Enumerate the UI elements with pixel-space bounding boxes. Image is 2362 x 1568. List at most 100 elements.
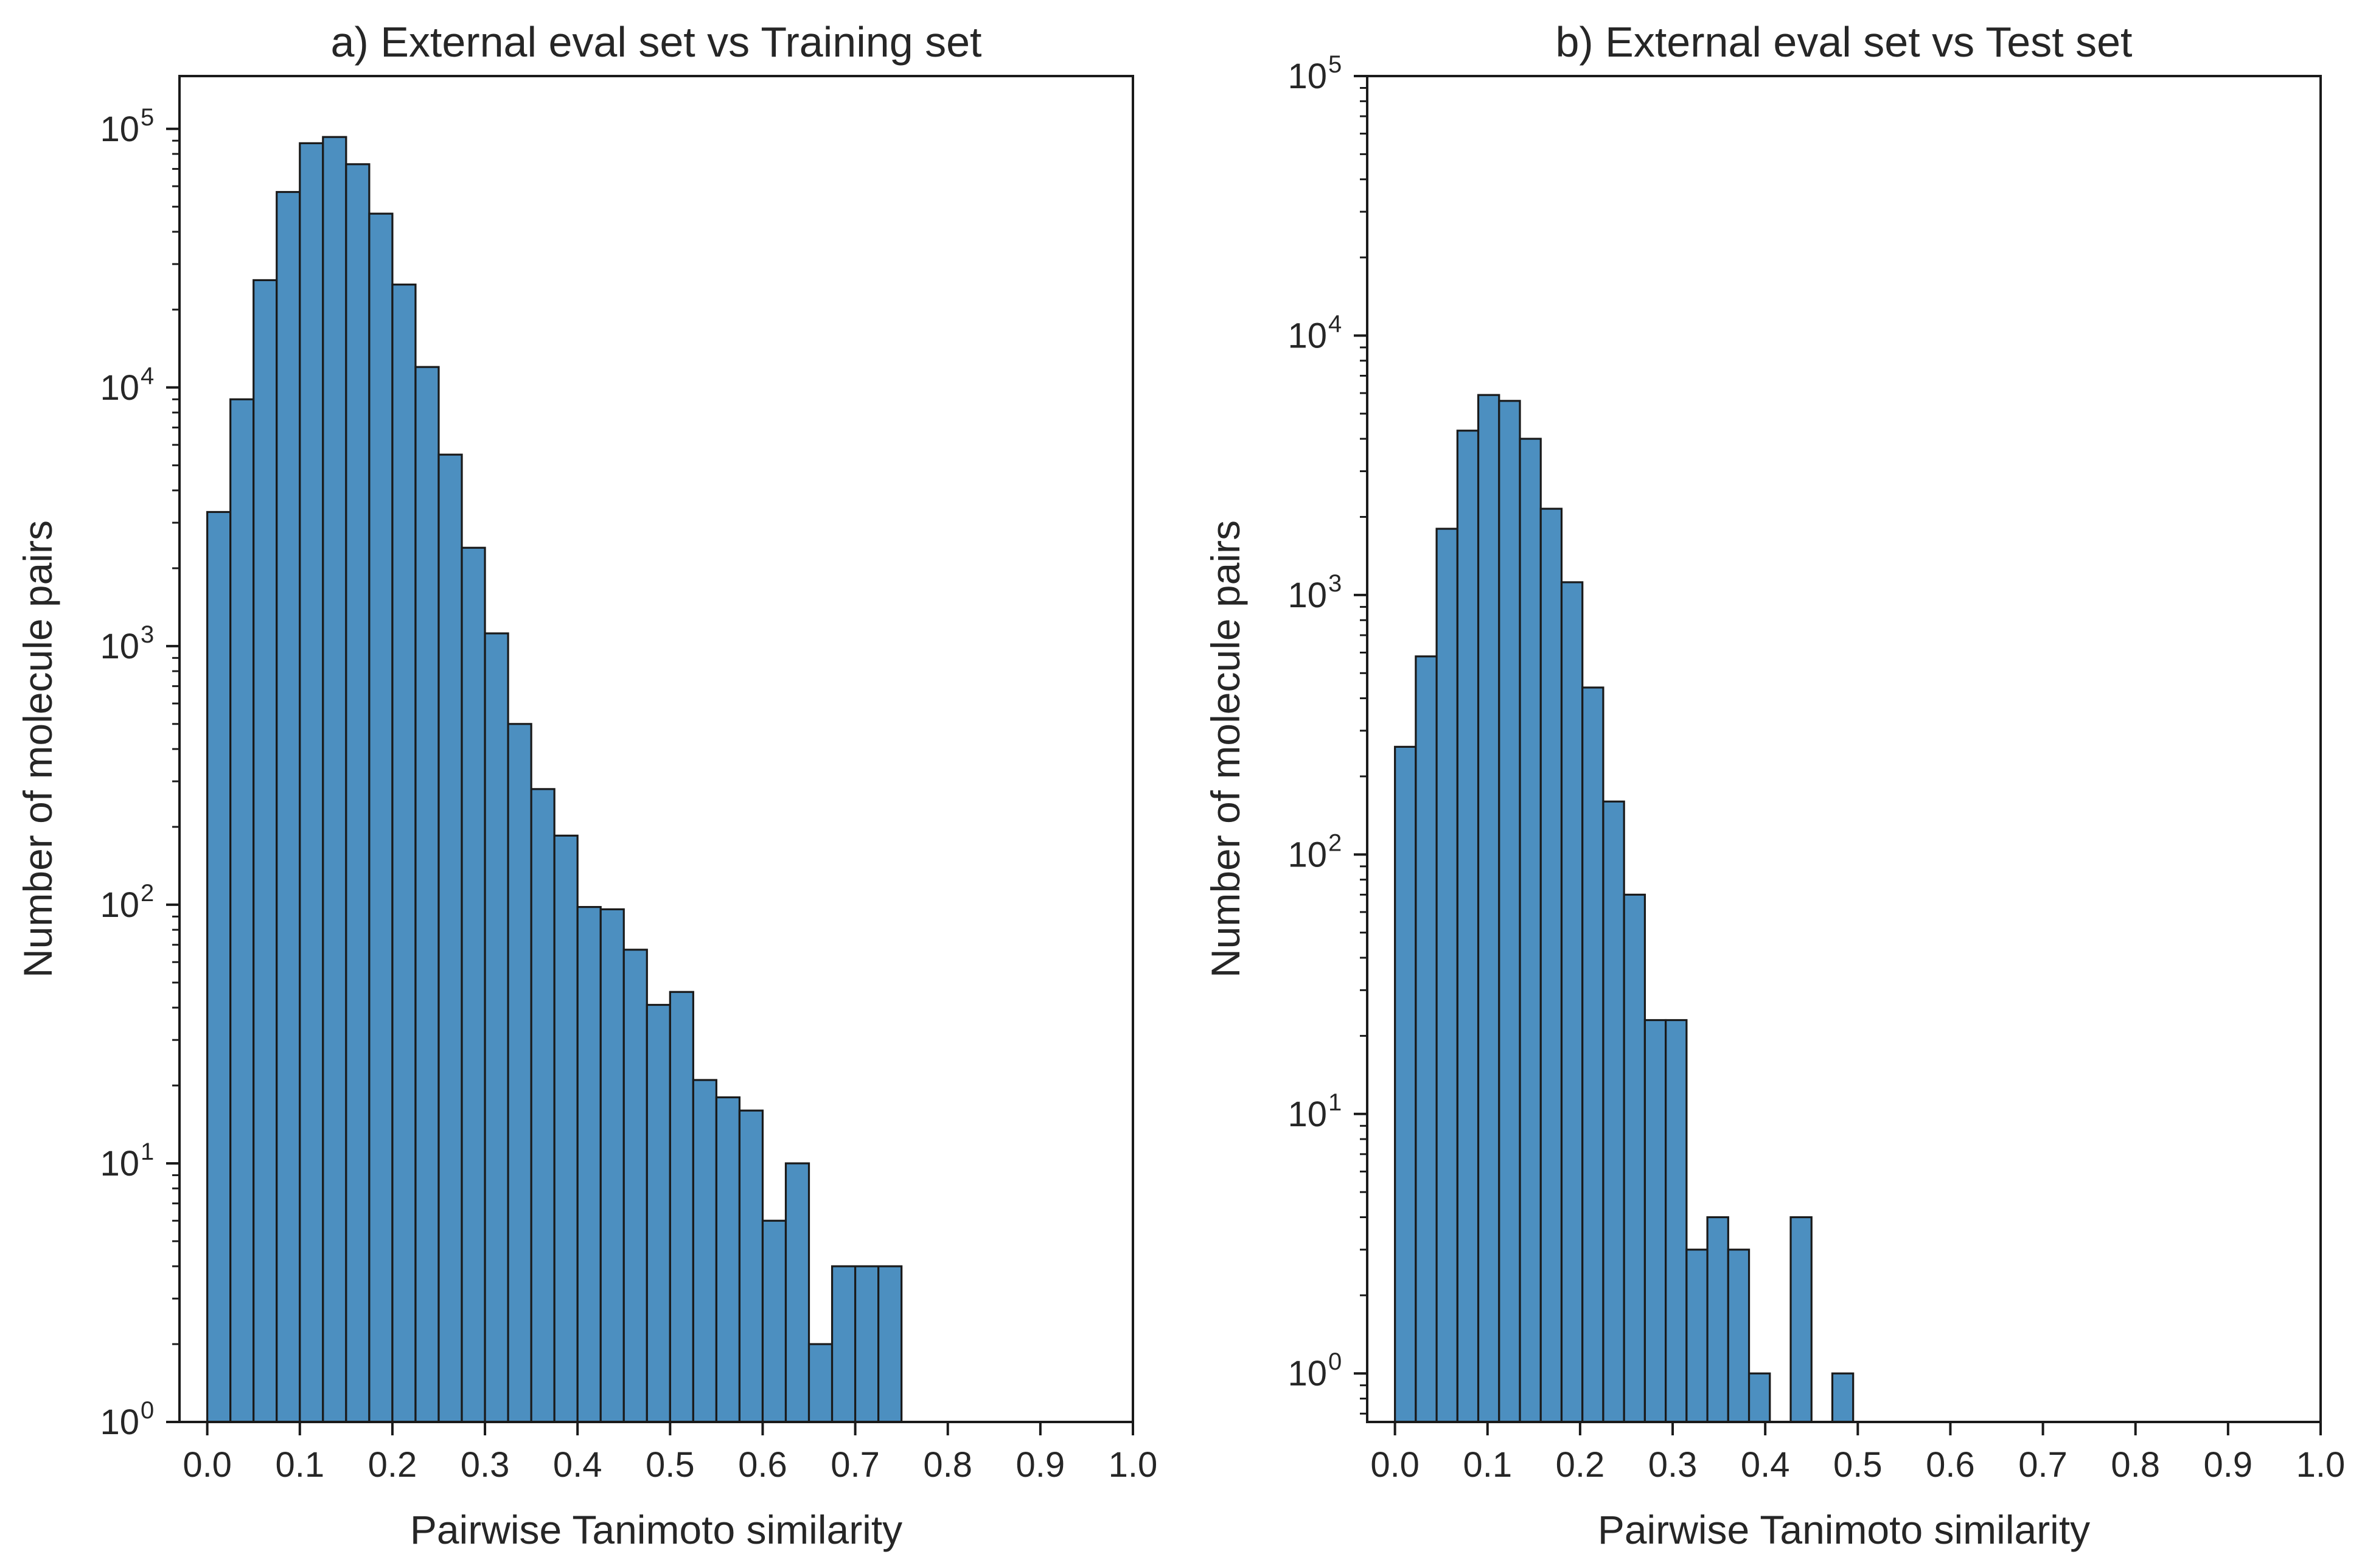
- y-tick-label: 10: [1287, 835, 1327, 874]
- histogram-bar: [1602, 800, 1625, 1423]
- histogram-bar: [1539, 507, 1563, 1423]
- histogram-bar: [646, 1003, 671, 1423]
- y-tick-label: 10: [1287, 57, 1327, 96]
- x-tick-label: 0.7: [2018, 1445, 2068, 1485]
- x-tick-label: 0.6: [738, 1445, 787, 1485]
- x-tick-label: 0.9: [2204, 1445, 2253, 1485]
- y-tick-label: 10: [1287, 1095, 1327, 1134]
- x-tick-label: 0.5: [1833, 1445, 1883, 1485]
- histogram-bar: [831, 1265, 857, 1423]
- histogram-bar: [738, 1109, 764, 1423]
- y-tick-exponent: 3: [1328, 570, 1342, 597]
- y-tick-exponent: 5: [1328, 51, 1342, 78]
- histogram-bar: [322, 136, 347, 1423]
- histogram-bar: [276, 190, 301, 1423]
- y-tick-label: 10: [1287, 576, 1327, 615]
- y-tick-exponent: 5: [141, 104, 154, 131]
- y-tick-exponent: 2: [141, 880, 154, 907]
- y-tick-label: 10: [100, 1402, 139, 1442]
- histogram-bar: [1456, 430, 1480, 1423]
- panel-b-x-ticks: 0.0 0.1 0.2 0.3 0.4 0.5 0.6 0.7 0.8 0.9 1.0: [1370, 1422, 2345, 1485]
- x-tick-label: 0.0: [1370, 1445, 1420, 1485]
- panel-a-bars: [206, 136, 903, 1423]
- histogram-bar: [206, 510, 232, 1423]
- x-tick-label: 1.0: [2296, 1445, 2346, 1485]
- histogram-bar: [1581, 686, 1604, 1423]
- x-tick-label: 0.2: [368, 1445, 417, 1485]
- histogram-bar: [1789, 1216, 1813, 1423]
- panel-a-title: a) External eval set vs Training set: [331, 18, 982, 66]
- histogram-bar: [1519, 437, 1542, 1423]
- histogram-bar: [761, 1219, 787, 1423]
- histogram-bar: [299, 142, 324, 1423]
- y-tick-exponent: 1: [1328, 1089, 1342, 1116]
- histogram-bar: [1435, 528, 1458, 1423]
- panel-a-axes-frame: [178, 75, 1134, 1423]
- y-tick-label: 10: [100, 885, 139, 925]
- histogram-bar: [530, 788, 556, 1423]
- x-tick-label: 0.5: [646, 1445, 695, 1485]
- panel-b-bars: [1394, 394, 1855, 1423]
- panel-b-y-axis-label: Number of molecule pairs: [1203, 520, 1248, 978]
- panel-a-x-axis-label: Pairwise Tanimoto similarity: [410, 1507, 902, 1552]
- y-tick-label: 10: [1287, 1354, 1327, 1393]
- histogram-bar: [507, 723, 532, 1423]
- histogram-bar: [1560, 581, 1584, 1423]
- y-tick-label: 10: [1287, 316, 1327, 355]
- x-tick-label: 0.6: [1926, 1445, 1975, 1485]
- panel-b-x-axis-label: Pairwise Tanimoto similarity: [1598, 1507, 2090, 1552]
- histogram-bar: [461, 546, 486, 1423]
- histogram-bar: [715, 1096, 741, 1423]
- x-tick-label: 0.1: [275, 1445, 324, 1485]
- y-tick-exponent: 2: [1328, 829, 1342, 856]
- histogram-bar: [414, 366, 440, 1423]
- histogram-bar: [1498, 400, 1521, 1423]
- histogram-bar: [1706, 1216, 1729, 1423]
- y-tick-exponent: 4: [1328, 310, 1342, 337]
- histogram-bar: [692, 1079, 717, 1423]
- histogram-bar: [553, 834, 579, 1423]
- histogram-bar: [854, 1265, 880, 1423]
- histogram-bar: [669, 991, 694, 1423]
- histogram-bar: [345, 163, 371, 1423]
- x-tick-label: 0.1: [1463, 1445, 1512, 1485]
- histogram-bar: [484, 632, 509, 1423]
- x-tick-label: 0.4: [1741, 1445, 1790, 1485]
- histogram-bar: [437, 453, 463, 1423]
- histogram-bar: [807, 1343, 834, 1423]
- y-tick-exponent: 3: [141, 621, 154, 648]
- x-tick-label: 0.0: [183, 1445, 232, 1485]
- panel-a-y-axis-label: Number of molecule pairs: [15, 520, 60, 978]
- y-tick-label: 10: [100, 627, 139, 666]
- x-tick-label: 0.8: [923, 1445, 972, 1485]
- histogram-bar: [253, 279, 278, 1423]
- panel-b-title: b) External eval set vs Test set: [1555, 18, 2132, 66]
- y-tick-exponent: 0: [141, 1397, 154, 1424]
- histogram-bar: [1643, 1019, 1667, 1423]
- histogram-bar: [599, 908, 625, 1423]
- histogram-bar: [877, 1265, 903, 1423]
- x-tick-label: 0.4: [553, 1445, 602, 1485]
- histogram-bar: [1623, 893, 1646, 1423]
- histogram-bar: [1831, 1372, 1855, 1423]
- y-tick-label: 10: [100, 1144, 139, 1183]
- histogram-bar: [1685, 1249, 1709, 1423]
- histogram-bar: [368, 212, 394, 1423]
- panel-a-x-ticks: 0.0 0.1 0.2 0.3 0.4 0.5 0.6 0.7 0.8 0.9 1.0: [183, 1422, 1157, 1485]
- y-tick-exponent: 0: [1328, 1348, 1342, 1375]
- histogram-bar: [1727, 1249, 1751, 1423]
- histogram-bar: [1477, 394, 1500, 1423]
- x-tick-label: 1.0: [1109, 1445, 1158, 1485]
- x-tick-label: 0.2: [1556, 1445, 1605, 1485]
- y-tick-label: 10: [100, 368, 139, 408]
- histogram-bar: [622, 949, 648, 1423]
- x-tick-label: 0.8: [2111, 1445, 2160, 1485]
- histogram-bar: [784, 1162, 810, 1423]
- histogram-bar: [1665, 1019, 1688, 1423]
- histogram-bar: [576, 906, 602, 1423]
- panel-b-axes-frame: [1366, 75, 2322, 1423]
